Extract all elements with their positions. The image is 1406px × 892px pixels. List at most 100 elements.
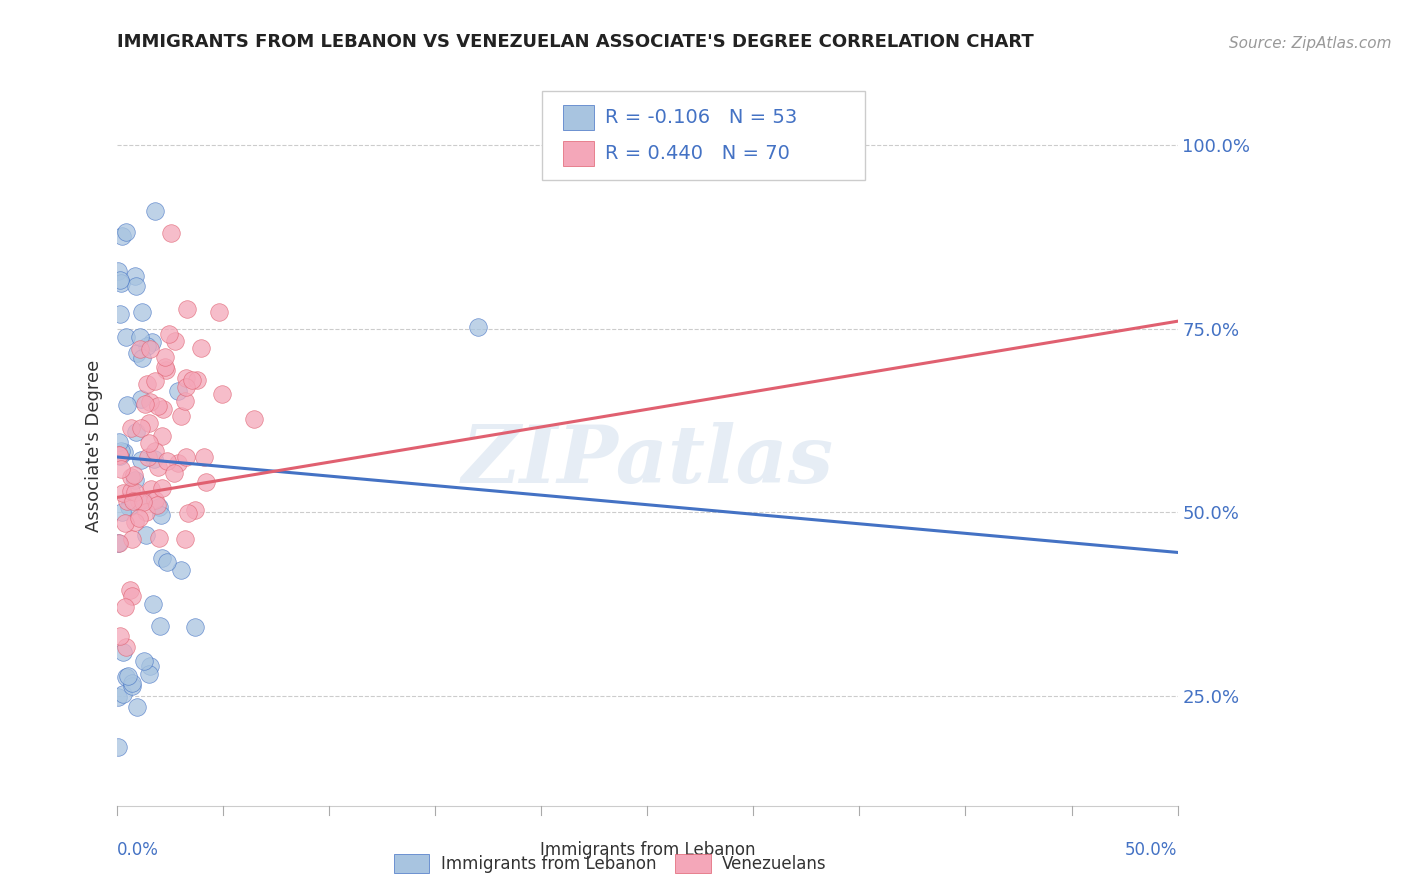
Point — [124, 473, 146, 487]
Point — [107, 690, 129, 704]
Point — [138, 416, 160, 430]
Point — [148, 500, 170, 514]
Point — [110, 443, 132, 458]
Point — [114, 516, 136, 531]
Point — [184, 619, 207, 633]
Point — [115, 225, 138, 239]
Point — [132, 493, 155, 508]
Point — [128, 493, 150, 508]
Point — [111, 687, 134, 701]
Point — [139, 342, 162, 356]
Point — [134, 505, 156, 519]
Point — [174, 450, 197, 464]
Point — [115, 640, 138, 654]
Point — [132, 654, 155, 668]
Point — [170, 563, 193, 577]
Point — [155, 362, 177, 376]
Point — [108, 448, 131, 462]
Point — [157, 326, 180, 341]
Point — [108, 307, 131, 321]
Point — [150, 481, 173, 495]
Point — [129, 452, 152, 467]
Point — [124, 484, 146, 499]
Y-axis label: Associate's Degree: Associate's Degree — [86, 359, 103, 533]
Point — [107, 739, 129, 754]
Point — [160, 226, 183, 240]
Point — [124, 425, 146, 439]
Point — [120, 470, 142, 484]
Point — [176, 301, 198, 316]
Point — [110, 273, 132, 287]
Point — [108, 434, 131, 449]
Point — [195, 475, 218, 489]
Point — [120, 421, 142, 435]
Point — [243, 411, 266, 425]
Point — [111, 505, 134, 519]
Point — [155, 360, 177, 375]
Point — [149, 619, 172, 633]
Point — [121, 533, 143, 547]
Point — [146, 498, 169, 512]
Point — [110, 629, 132, 643]
Point — [136, 377, 159, 392]
Point — [173, 393, 195, 408]
Point — [134, 397, 156, 411]
Point — [111, 486, 134, 500]
Text: R = -0.106   N = 53: R = -0.106 N = 53 — [605, 108, 797, 128]
Point — [180, 372, 202, 386]
Point — [208, 305, 231, 319]
Point — [125, 279, 148, 293]
Point — [143, 492, 166, 507]
Point — [167, 456, 190, 470]
Point — [107, 264, 129, 278]
Point — [118, 583, 141, 598]
Point — [143, 204, 166, 219]
Point — [143, 374, 166, 388]
Point — [124, 515, 146, 529]
Point — [114, 600, 136, 615]
Point — [135, 528, 157, 542]
Text: ZIPatlas: ZIPatlas — [461, 422, 834, 500]
Point — [118, 500, 141, 514]
Point — [115, 330, 138, 344]
Point — [110, 276, 132, 290]
Point — [174, 380, 197, 394]
Point — [108, 536, 131, 550]
Point — [152, 402, 174, 417]
Point — [211, 386, 233, 401]
Point — [117, 669, 139, 683]
Point — [115, 398, 138, 412]
Point — [108, 448, 131, 462]
Point — [131, 305, 153, 319]
Point — [173, 532, 195, 546]
Point — [149, 508, 172, 523]
Point — [131, 351, 153, 366]
Point — [186, 373, 208, 387]
Point — [110, 462, 132, 476]
Point — [183, 503, 205, 517]
Text: R = 0.440   N = 70: R = 0.440 N = 70 — [605, 144, 790, 162]
Point — [128, 511, 150, 525]
Point — [131, 494, 153, 508]
Point — [148, 399, 170, 413]
Point — [146, 459, 169, 474]
Point — [115, 670, 138, 684]
Point — [142, 598, 165, 612]
Text: 0.0%: 0.0% — [117, 841, 159, 859]
Point — [122, 467, 145, 482]
Point — [190, 341, 212, 355]
Point — [131, 392, 153, 406]
Point — [162, 466, 184, 480]
Point — [170, 409, 193, 423]
Point — [156, 454, 179, 468]
Point — [141, 334, 163, 349]
Point — [121, 676, 143, 690]
Point — [142, 452, 165, 467]
Point — [139, 395, 162, 409]
Point — [124, 269, 146, 284]
Point — [111, 228, 134, 243]
Point — [112, 445, 135, 459]
Point — [148, 531, 170, 545]
Point — [143, 443, 166, 458]
Point — [167, 384, 190, 398]
